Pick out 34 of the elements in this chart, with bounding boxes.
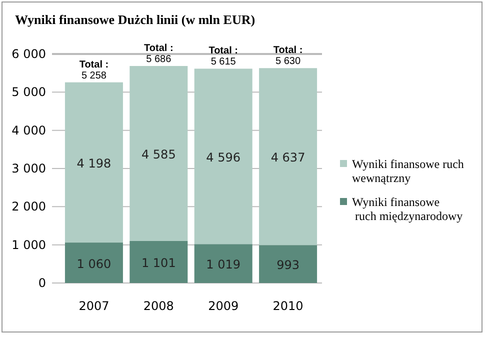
y-tick-label: 0 xyxy=(38,276,46,290)
data-label: 1 101 xyxy=(141,256,176,270)
y-tick-label: 2 000 xyxy=(12,200,46,214)
data-label: 4 585 xyxy=(141,147,176,162)
bar xyxy=(130,240,188,283)
data-label: 993 xyxy=(276,258,300,272)
x-tick-label: 2007 xyxy=(78,299,110,313)
total-label: Total : 5 258 xyxy=(79,59,109,82)
y-tick-label: 6 000 xyxy=(12,47,46,61)
legend-label: Wyniki finansowe ruch wewnątrzny xyxy=(352,157,464,185)
x-tick-label: 2009 xyxy=(208,299,239,313)
y-tick-label: 1 000 xyxy=(12,238,46,252)
total-label: Total : 5 630 xyxy=(273,45,303,68)
x-tick-label: 2008 xyxy=(143,299,174,313)
data-label: 4 596 xyxy=(206,150,241,164)
total-label: Total : 5 615 xyxy=(208,46,238,68)
bar xyxy=(259,68,318,246)
data-label: 1 019 xyxy=(206,258,241,272)
y-tick-label: 3 000 xyxy=(12,162,46,176)
chart-title: Wyniki finansowe Dużch linii (w mln EUR) xyxy=(15,12,256,27)
y-tick-label: 5 000 xyxy=(12,85,46,100)
legend-label: Wyniki finansowe ruch międzynarodowy xyxy=(352,195,463,223)
bar xyxy=(64,82,123,243)
bar xyxy=(64,242,123,283)
bar xyxy=(259,245,318,283)
bar xyxy=(194,244,252,283)
bar xyxy=(194,68,252,244)
total-label: Total : 5 686 xyxy=(144,42,174,65)
data-label: 1 060 xyxy=(76,256,112,271)
data-label: 4 198 xyxy=(76,156,112,170)
bar xyxy=(130,66,188,241)
y-tick-label: 4 000 xyxy=(12,123,46,138)
x-tick-label: 2010 xyxy=(272,299,304,313)
data-label: 4 637 xyxy=(270,150,306,165)
